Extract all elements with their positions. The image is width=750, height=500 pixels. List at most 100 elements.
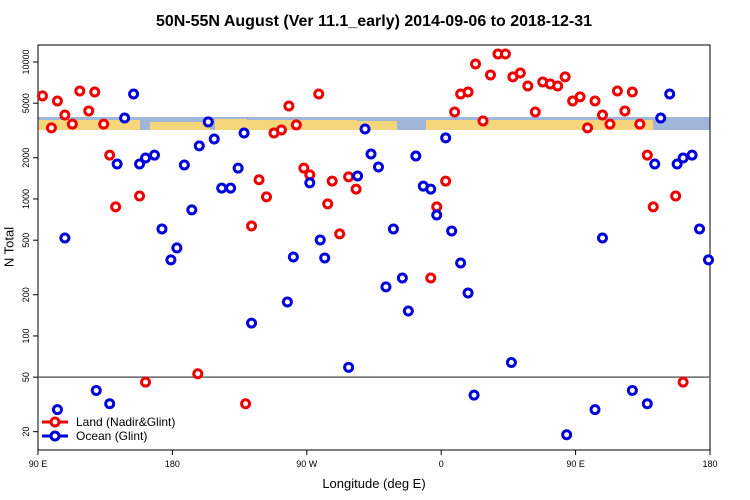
point (334, 228, 346, 240)
point (322, 198, 334, 210)
point (104, 149, 116, 161)
point (670, 190, 682, 202)
point (589, 95, 601, 107)
point (225, 182, 237, 194)
point (148, 149, 160, 161)
point (559, 71, 571, 83)
point (462, 86, 474, 98)
point (45, 122, 57, 134)
point (350, 183, 362, 195)
point (664, 88, 676, 100)
point (522, 80, 534, 92)
point (89, 86, 101, 98)
point (574, 91, 586, 103)
point (468, 389, 480, 401)
point (186, 204, 198, 216)
point (484, 69, 496, 81)
point (671, 158, 683, 170)
point (470, 58, 482, 70)
point (314, 234, 326, 246)
y-tick-label: 10000 (21, 49, 31, 74)
point (275, 124, 287, 136)
point (134, 158, 146, 170)
point (410, 150, 422, 162)
point (677, 376, 689, 388)
x-tick-label: 90 E (566, 459, 585, 469)
x-tick-label: 90 E (29, 459, 48, 469)
point (246, 317, 258, 329)
point (238, 127, 250, 139)
point (703, 254, 715, 266)
point (298, 162, 310, 174)
point (66, 118, 78, 130)
point (51, 95, 63, 107)
point (655, 112, 667, 124)
point (677, 152, 689, 164)
point (140, 376, 152, 388)
point (208, 133, 220, 145)
point (119, 112, 131, 124)
point (359, 123, 371, 135)
y-tick-label: 50 (21, 372, 31, 382)
point (90, 384, 102, 396)
y-tick-label: 1000 (21, 189, 31, 209)
x-tick-label: 180 (702, 459, 717, 469)
point (290, 119, 302, 131)
point (343, 171, 355, 183)
point (165, 254, 177, 266)
point (313, 88, 325, 100)
point (98, 118, 110, 130)
x-tick-label: 0 (439, 459, 444, 469)
point (440, 132, 452, 144)
x-tick-label: 90 W (296, 459, 318, 469)
x-axis-label: Longitude (deg E) (322, 476, 425, 491)
point (260, 191, 272, 203)
point (611, 85, 623, 97)
point (281, 296, 293, 308)
point (178, 159, 190, 171)
point (352, 170, 364, 182)
chart-title: 50N-55N August (Ver 11.1_early) 2014-09-… (156, 13, 592, 30)
point (365, 148, 377, 160)
point (529, 106, 541, 118)
y-tick-label: 500 (21, 233, 31, 248)
point (641, 149, 653, 161)
point (111, 158, 123, 170)
point (319, 252, 331, 264)
point (128, 88, 140, 100)
point (462, 287, 474, 299)
point (36, 90, 48, 102)
point (304, 177, 316, 189)
y-tick-label: 100 (21, 328, 31, 343)
point (343, 361, 355, 373)
plot-frame (37, 44, 711, 451)
legend-label: Land (Nadir&Glint) (76, 415, 175, 429)
point (477, 115, 489, 127)
point (455, 257, 467, 269)
point (51, 404, 63, 416)
point (326, 175, 338, 187)
legend-marker (49, 430, 61, 442)
point (561, 429, 573, 441)
point (604, 118, 616, 130)
point (514, 67, 526, 79)
point (686, 149, 698, 161)
point (387, 223, 399, 235)
point (440, 175, 452, 187)
point (582, 122, 594, 134)
point (425, 183, 437, 195)
point (380, 281, 392, 293)
point (589, 404, 601, 416)
point (110, 201, 122, 213)
point (596, 232, 608, 244)
point (287, 251, 299, 263)
point (552, 80, 564, 92)
point (446, 225, 458, 237)
y-tick-label: 200 (21, 287, 31, 302)
x-tick-label: 180 (165, 459, 180, 469)
point (134, 190, 146, 202)
point (202, 116, 214, 128)
point (246, 220, 258, 232)
point (192, 368, 204, 380)
